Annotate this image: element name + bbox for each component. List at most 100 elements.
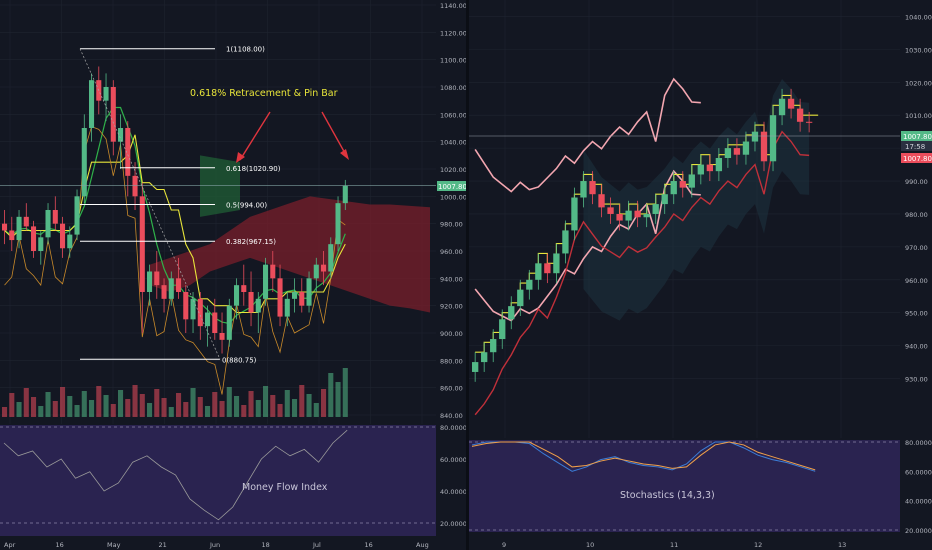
money-flow-index-line xyxy=(3,429,348,521)
candle-body xyxy=(219,333,225,340)
candle-body xyxy=(74,196,80,235)
candle-body xyxy=(176,278,182,292)
right-candle-body xyxy=(643,213,650,218)
volume-bar xyxy=(299,385,305,417)
stochastics-title: Stochastics (14,3,3) xyxy=(620,490,715,501)
last-price-label-left: 1007.80 xyxy=(438,183,467,191)
candle-body xyxy=(212,312,218,333)
right-candle-body xyxy=(769,115,777,162)
volume-bar xyxy=(205,406,211,417)
candle-body xyxy=(89,80,95,128)
right-price-tick-label: 1020.00 xyxy=(905,79,932,87)
candle-body xyxy=(205,312,211,327)
right-candle-body xyxy=(607,207,614,214)
right-price-tick-label: 1040.00 xyxy=(905,13,932,21)
annotation-text: 0.618% Retracement & Pin Bar xyxy=(190,88,338,99)
candle-body xyxy=(263,264,269,299)
right-candle-body xyxy=(580,181,587,198)
candle-body xyxy=(248,292,254,313)
right-candle-body xyxy=(688,174,695,188)
volume-bar xyxy=(255,400,261,417)
right-price-tick-label: 1010.00 xyxy=(905,112,932,120)
left-time-tick-label: 21 xyxy=(159,541,167,549)
right-candle-body xyxy=(697,164,704,175)
stochastic-d-line xyxy=(471,441,816,471)
candle-body xyxy=(335,203,341,245)
candle-body xyxy=(52,210,58,224)
volume-bar xyxy=(96,386,102,417)
left-time-tick-label: Apr xyxy=(4,541,16,549)
right-candle-body xyxy=(742,141,750,155)
candle-body xyxy=(45,210,51,238)
ichimoku-cloud xyxy=(150,155,430,313)
right-candle-body xyxy=(670,181,677,195)
candle-body xyxy=(313,264,319,279)
candle-body xyxy=(125,128,131,176)
right-candle-body xyxy=(652,204,659,214)
left-price-tick-label: 860.00 xyxy=(440,385,463,393)
left-price-tick-label: 1100.00 xyxy=(440,57,467,65)
right-candle-body xyxy=(796,108,804,122)
bollinger-upper xyxy=(474,77,701,193)
candle-body xyxy=(277,278,283,317)
right-candle-body xyxy=(778,98,786,116)
right-candle-body xyxy=(553,253,560,274)
candle-body xyxy=(328,244,334,272)
right-time-tick-label: 9 xyxy=(502,541,506,549)
volume-bar xyxy=(197,397,203,417)
volume-bar xyxy=(168,407,174,417)
mfi-axis: 80.0000 60.0000 40.0000 20.0000 xyxy=(440,424,467,528)
fib-level-label: 0.618(1020.90) xyxy=(226,165,281,173)
volume-bar xyxy=(176,393,182,417)
left-chart-pane[interactable]: 1(1108.00) 0.618(1020.90) 0.5(994.00) 0.382… xyxy=(0,0,467,549)
left-price-axis[interactable]: 1140.00 1120.00 1100.00 1080.00 1060.00 1040.… xyxy=(440,2,467,420)
candle-body xyxy=(255,298,261,313)
candle-body xyxy=(241,285,247,292)
right-time-axis[interactable]: 9 10 11 12 13 xyxy=(502,541,846,549)
right-candle-body xyxy=(544,263,551,274)
volume-bar xyxy=(212,392,218,417)
candle-body xyxy=(190,298,196,320)
right-candle-body xyxy=(571,197,578,231)
right-candle-body xyxy=(490,339,497,353)
candle-body xyxy=(9,230,15,241)
right-price-axis-bg xyxy=(900,0,932,438)
right-price-tick-label: 990.00 xyxy=(905,178,928,186)
candle-body xyxy=(67,234,73,249)
right-candle-body xyxy=(535,263,542,280)
mfi-tick-label: 80.0000 xyxy=(440,424,467,432)
candle-body xyxy=(110,87,116,142)
left-price-tick-label: 1120.00 xyxy=(440,29,467,37)
volume-bar xyxy=(118,390,124,417)
stoch-axis: 80.0000 60.0000 40.0000 20.0000 xyxy=(905,439,932,535)
volume-bar xyxy=(45,392,51,417)
right-time-tick-label: 11 xyxy=(670,541,678,549)
volume-bar xyxy=(342,368,348,417)
ichimoku-cloud-green xyxy=(200,155,240,217)
candle-body xyxy=(60,223,66,249)
left-price-tick-label: 920.00 xyxy=(440,303,463,311)
pane-divider[interactable] xyxy=(466,0,469,550)
right-chart-pane[interactable]: 1040.001030.001020.001010.001000.00990.0… xyxy=(469,0,932,549)
volume-bar xyxy=(219,401,225,417)
countdown-label: 17:58 xyxy=(905,143,925,151)
mfi-tick-label: 60.0000 xyxy=(440,456,467,464)
candle-body xyxy=(81,128,87,197)
left-price-tick-label: 840.00 xyxy=(440,412,463,420)
mfi-tick-label: 20.0000 xyxy=(440,520,467,528)
volume-bar xyxy=(31,397,37,417)
stoch-tick-label: 40.0000 xyxy=(905,498,932,506)
candle-body xyxy=(118,128,124,142)
left-time-axis[interactable]: Apr 16 May 21 Jun 18 Jul 16 Aug xyxy=(4,541,429,549)
right-candle-body xyxy=(661,194,668,205)
candle-body xyxy=(103,87,109,101)
left-time-tick-label: 18 xyxy=(262,541,270,549)
right-candle-body xyxy=(787,98,795,109)
candle-body xyxy=(2,223,8,231)
volume-bar xyxy=(248,391,254,417)
volume-bar xyxy=(263,386,269,417)
candle-body xyxy=(306,278,312,306)
candle-body xyxy=(161,285,167,299)
fib-retracement[interactable]: 1(1108.00) 0.618(1020.90) 0.5(994.00) 0.382… xyxy=(0,46,436,365)
right-candle-body xyxy=(616,213,623,221)
